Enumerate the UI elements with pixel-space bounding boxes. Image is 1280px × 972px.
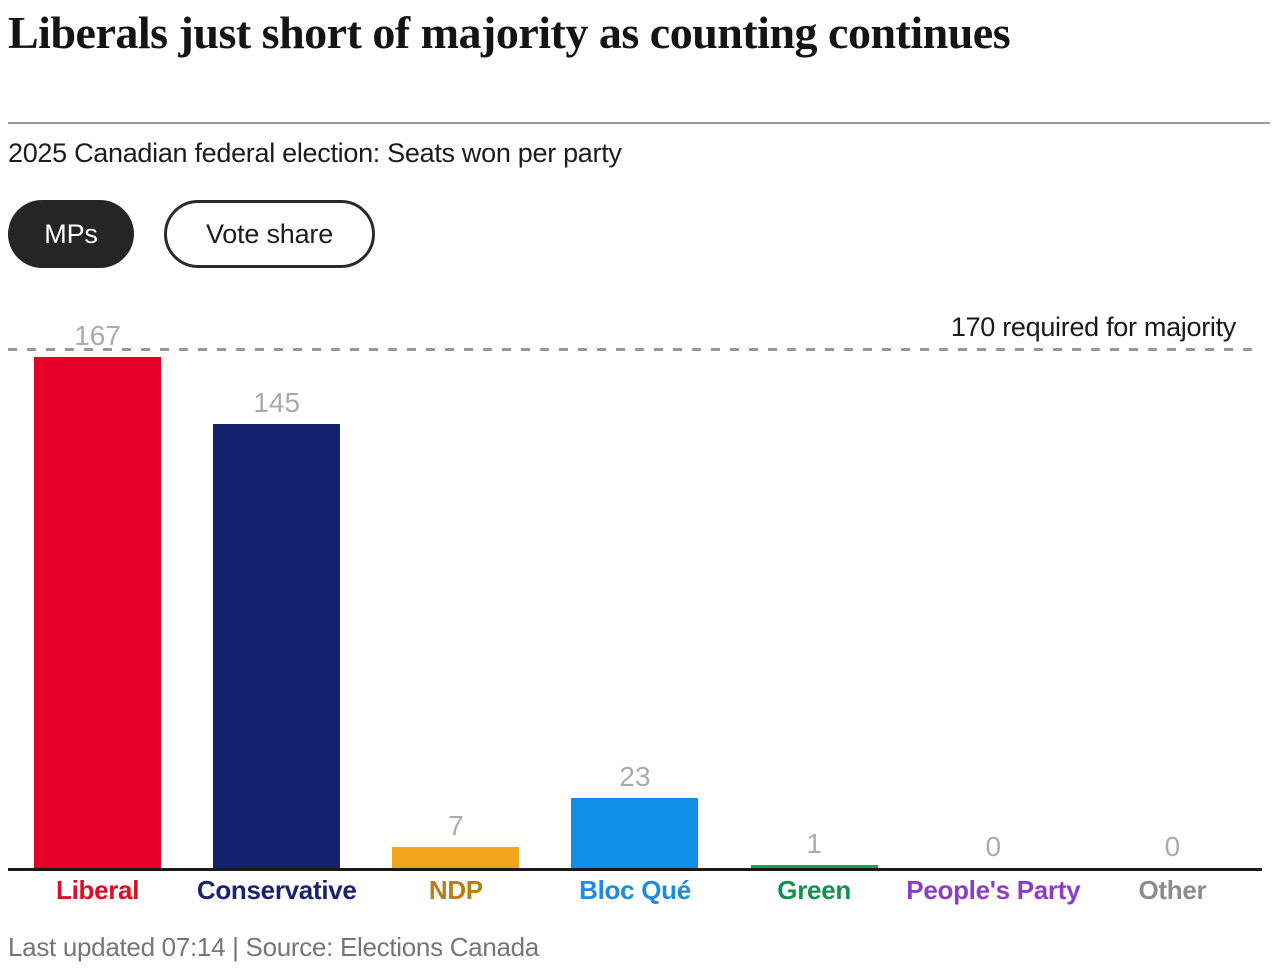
bar-value-people-s-party: 0	[985, 831, 1002, 862]
category-label-other: Other	[1138, 875, 1207, 905]
category-label-conservative: Conservative	[196, 875, 357, 905]
bar-column-other: 0	[1083, 0, 1262, 868]
category-label-green: Green	[777, 875, 851, 905]
bar-column-liberal: 167	[8, 0, 187, 868]
majority-reference-label: 170 required for majority	[950, 312, 1236, 342]
x-axis-line	[8, 868, 1262, 871]
bar-column-green: 1	[725, 0, 904, 868]
bar-value-bloc-qu: 23	[619, 761, 651, 792]
bar-value-green: 1	[806, 828, 822, 859]
page-title: Liberals just short of majority as count…	[8, 7, 1011, 58]
title-divider	[8, 122, 1270, 124]
majority-reference-line	[8, 348, 1262, 351]
bar-value-conservative: 145	[253, 387, 301, 418]
bar-column-conservative: 145	[187, 0, 366, 868]
bar-conservative[interactable]	[213, 424, 341, 868]
bar-green[interactable]	[750, 865, 878, 868]
mps-toggle-button[interactable]: MPs	[8, 200, 134, 268]
bar-value-ndp: 7	[448, 810, 464, 841]
view-toggle-group: MPs Vote share	[8, 200, 375, 268]
bar-column-bloc-qu: 23	[545, 0, 724, 868]
bar-column-ndp: 7	[366, 0, 545, 868]
bar-column-people-s-party: 0	[904, 0, 1083, 868]
category-label-people-s-party: People's Party	[906, 875, 1081, 905]
source-attribution: Last updated 07:14 | Source: Elections C…	[8, 932, 539, 962]
category-label-bloc-qu: Bloc Qué	[579, 875, 691, 905]
bar-value-liberal: 167	[74, 320, 121, 351]
chart-subtitle: 2025 Canadian federal election: Seats wo…	[8, 138, 622, 168]
vote-share-toggle-button[interactable]: Vote share	[164, 200, 375, 268]
bar-value-other: 0	[1164, 831, 1181, 862]
bar-ndp[interactable]	[392, 847, 520, 868]
category-label-liberal: Liberal	[55, 875, 140, 905]
bar-bloc-qu[interactable]	[571, 798, 699, 868]
bar-liberal[interactable]	[34, 357, 162, 868]
category-label-ndp: NDP	[428, 875, 483, 905]
